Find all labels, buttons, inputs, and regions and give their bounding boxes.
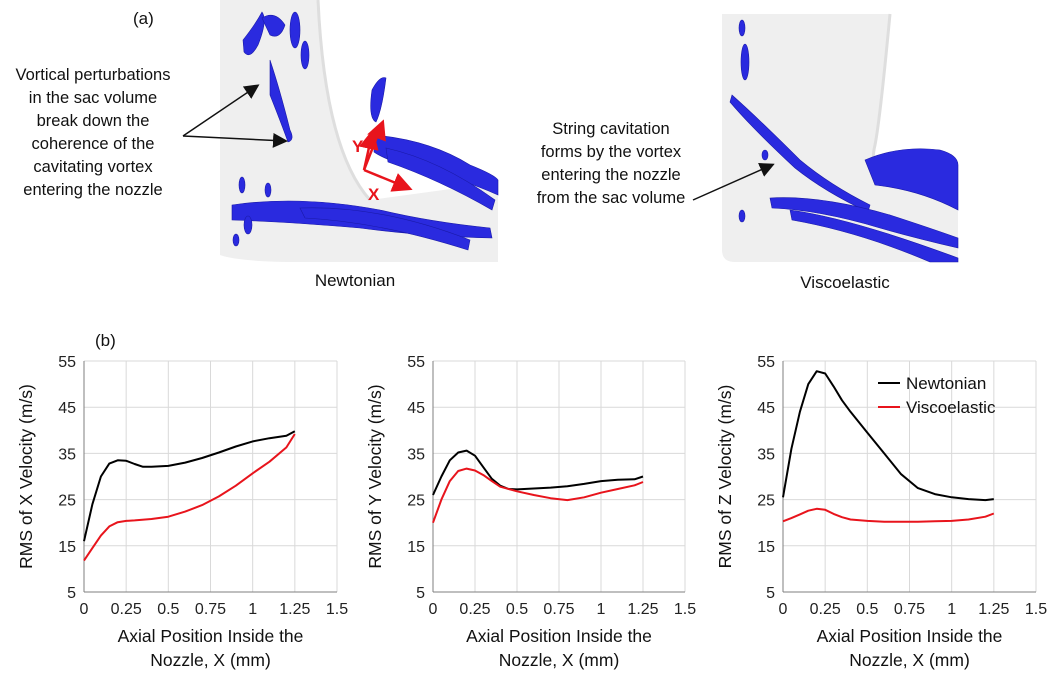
axis-marker-y: Y <box>352 137 364 156</box>
chart-3-ytick-label: 15 <box>757 539 775 556</box>
chart-1-ytick-label: 55 <box>58 354 76 371</box>
chart-1-ytick-label: 45 <box>58 400 76 417</box>
chart-2-series-viscoelastic <box>432 467 644 524</box>
chart-1-ylabel: RMS of X Velocity (m/s) <box>16 384 36 569</box>
chart-3-xtick-label: 1.5 <box>1025 601 1047 618</box>
chart-1-xtick-label: 1.25 <box>279 601 310 618</box>
panel-a-label: (a) <box>133 9 154 28</box>
chart-3-xlabel-line2: Nozzle, X (mm) <box>849 650 970 670</box>
axis-marker-x: X <box>368 185 380 204</box>
chart-3-series-newtonian <box>782 370 994 502</box>
chart-2-xtick-label: 0.25 <box>459 601 490 618</box>
chart-3-ylabel: RMS of Z Velocity (m/s) <box>715 385 735 569</box>
annotation-newtonian: Vortical perturbations in the sac volume… <box>15 66 171 199</box>
chart-3-xtick-label: 0.75 <box>894 601 925 618</box>
panel-b-label: (b) <box>95 331 116 350</box>
chart-2-xtick-label: 1 <box>597 601 606 618</box>
chart-1-ytick-label: 15 <box>58 539 76 556</box>
viscoelastic-render <box>692 13 959 263</box>
chart-3-ytick-label: 35 <box>757 446 775 463</box>
chart-2-ytick-label: 15 <box>407 539 425 556</box>
chart-1-xtick-label: 0.25 <box>111 601 142 618</box>
chart-3-xtick-label: 1.25 <box>978 601 1009 618</box>
chart-2-series-newtonian <box>432 449 644 496</box>
chart-3-xlabel-line1: Axial Position Inside the <box>817 626 1003 646</box>
chart-1-ytick-label: 25 <box>58 493 76 510</box>
chart-3-xtick-label: 1 <box>947 601 956 618</box>
chart-1-series-viscoelastic <box>83 433 296 562</box>
caption-viscoelastic: Viscoelastic <box>800 273 890 292</box>
cfd-renders: Y X <box>182 0 959 263</box>
chart-3-ytick-label: 45 <box>757 400 775 417</box>
chart-2-xtick-label: 1.25 <box>627 601 658 618</box>
chart-2-ytick-label: 5 <box>416 585 425 602</box>
chart-1-ytick-label: 35 <box>58 446 76 463</box>
chart-3-ytick-label: 5 <box>766 585 775 602</box>
chart-3-xtick-label: 0.25 <box>810 601 841 618</box>
chart-3-ytick-label: 25 <box>757 493 775 510</box>
chart-3-xtick-label: 0.5 <box>856 601 878 618</box>
chart-2-ylabel: RMS of Y Velocity (m/s) <box>365 384 385 568</box>
chart-2-ytick-label: 35 <box>407 446 425 463</box>
chart-2-ytick-label: 25 <box>407 493 425 510</box>
chart-1-xtick-label: 0 <box>80 601 89 618</box>
chart-1-series-newtonian <box>83 430 296 542</box>
chart-1-ytick-label: 5 <box>67 585 76 602</box>
newtonian-render <box>182 0 499 262</box>
chart-1-xlabel-line1: Axial Position Inside the <box>118 626 304 646</box>
annotation-viscoelastic: String cavitation forms by the vortex en… <box>536 120 686 207</box>
chart-1-xlabel-line2: Nozzle, X (mm) <box>150 650 271 670</box>
chart-1-xtick-label: 1 <box>248 601 257 618</box>
chart-3-xtick-label: 0 <box>779 601 788 618</box>
chart-2-xtick-label: 0 <box>429 601 438 618</box>
chart-2-ytick-label: 45 <box>407 400 425 417</box>
chart-1-xtick-label: 0.75 <box>195 601 226 618</box>
chart-2-xlabel-line1: Axial Position Inside the <box>466 626 652 646</box>
chart-2-xtick-label: 0.75 <box>543 601 574 618</box>
chart-2-xlabel-line2: Nozzle, X (mm) <box>499 650 620 670</box>
chart-3-legend-label-newtonian: Newtonian <box>906 374 986 393</box>
chart-3-legend-label-viscoelastic: Viscoelastic <box>906 398 996 417</box>
chart-2-xtick-label: 1.5 <box>674 601 696 618</box>
caption-newtonian: Newtonian <box>314 271 396 290</box>
chart-2-xtick-label: 0.5 <box>506 601 528 618</box>
chart-1-xtick-label: 1.5 <box>326 601 348 618</box>
chart-3-series-viscoelastic <box>782 507 995 523</box>
chart-1-xtick-label: 0.5 <box>157 601 179 618</box>
chart-2-ytick-label: 55 <box>407 354 425 371</box>
chart-3-ytick-label: 55 <box>757 354 775 371</box>
